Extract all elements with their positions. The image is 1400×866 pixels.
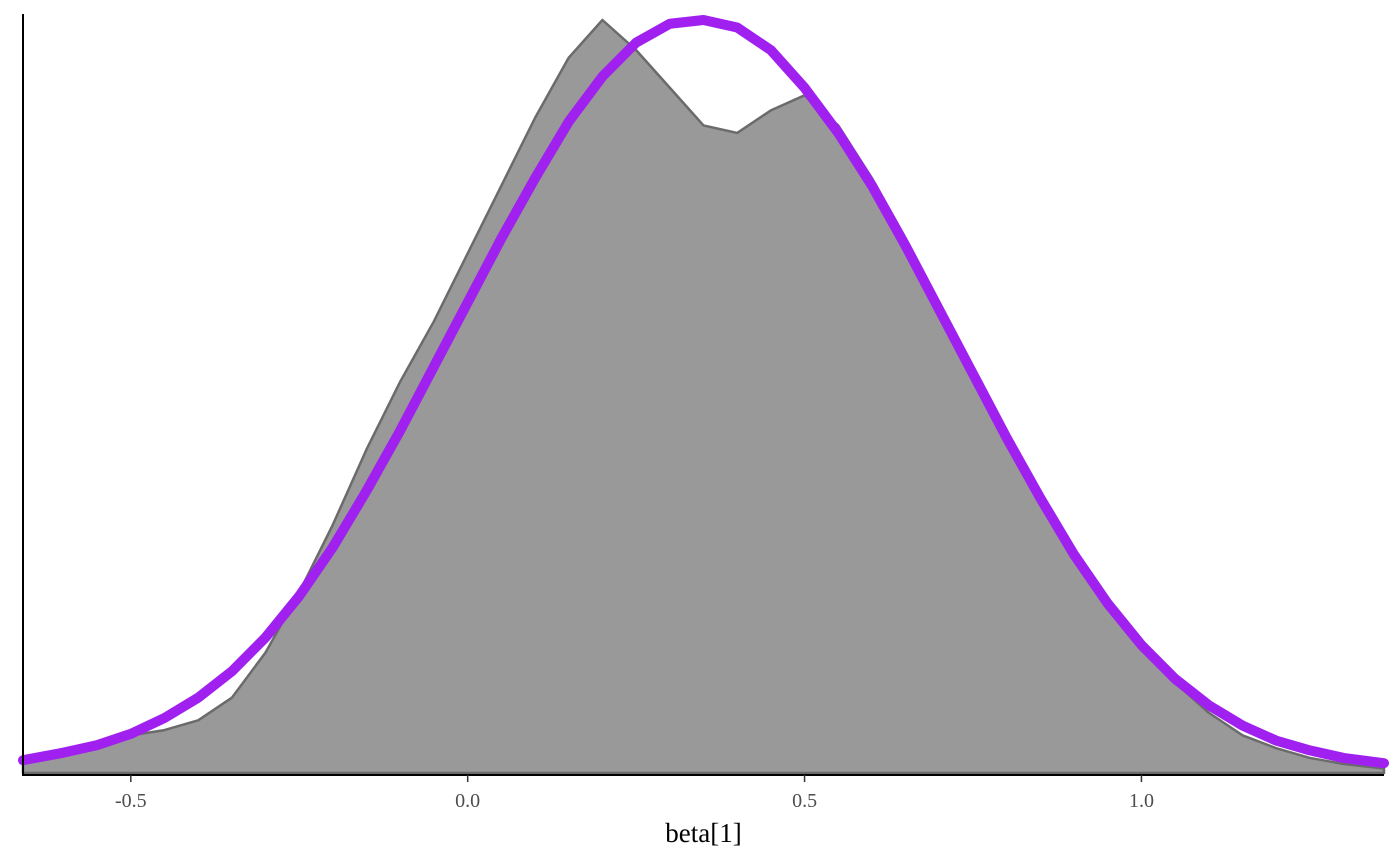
x-axis-ticks: -0.5 0.0 0.5 1.0 <box>115 775 1154 812</box>
x-axis-title: beta[1] <box>665 818 741 848</box>
normal-curve-line <box>18 15 1389 769</box>
plot-area <box>18 15 1389 775</box>
x-tick-label: 0.5 <box>792 790 817 812</box>
x-tick-label: 1.0 <box>1129 790 1154 812</box>
x-tick-label: 0.0 <box>455 790 480 812</box>
density-area <box>21 18 1386 775</box>
x-tick-label: -0.5 <box>115 790 147 812</box>
